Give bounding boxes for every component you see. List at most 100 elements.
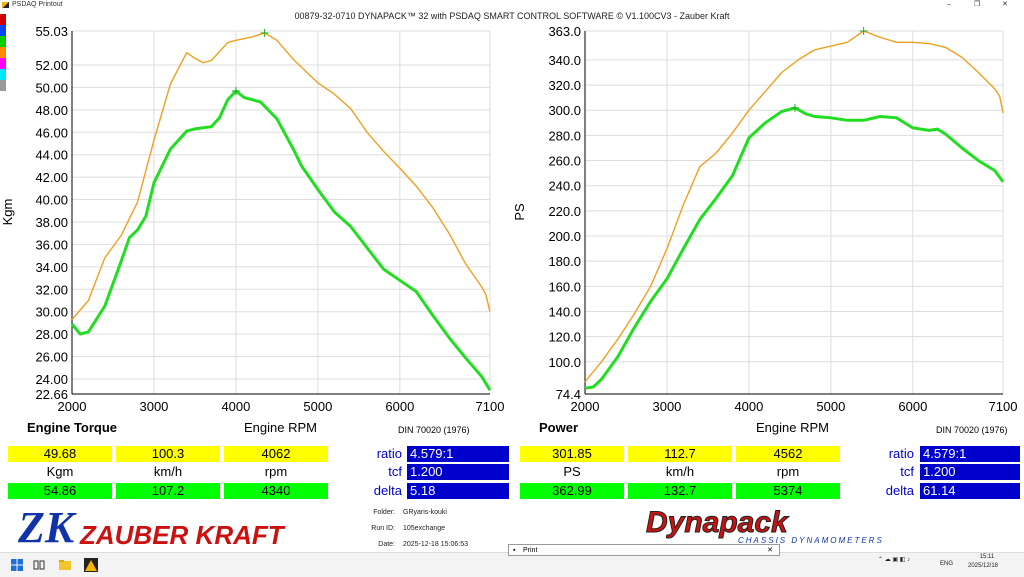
zauber-logo-text: ZAUBER KRAFT	[79, 520, 286, 550]
x-tick-label-3: 5000	[816, 399, 845, 414]
power-max-value: 362.99	[520, 483, 624, 499]
y-tick-label-13: 28.00	[35, 327, 68, 342]
run-swatch-1[interactable]	[0, 25, 6, 36]
run-swatch-0[interactable]	[0, 14, 6, 25]
torque-delta-label: delta	[373, 483, 402, 498]
y-tick-label-2: 50.00	[35, 80, 68, 95]
print-window-close-button[interactable]: ✕	[767, 547, 773, 554]
y-tick-label-7: 40.00	[35, 193, 68, 208]
folder-value: GRyaris-kouki	[403, 509, 447, 516]
y-tick-label-12: 30.00	[35, 305, 68, 320]
series-line-0	[584, 30, 1004, 383]
run-id-label: Run ID:	[371, 525, 395, 532]
power-delta-label: delta	[885, 483, 914, 498]
date-value: 2025-12-18 15:06:53	[403, 541, 468, 548]
torque-tcf-value: 1.200	[407, 464, 509, 480]
y-tick-label-6: 42.00	[35, 170, 68, 185]
psdaq-taskbar-icon[interactable]	[84, 558, 98, 572]
power-din-standard: DIN 70020 (1976)	[936, 425, 1008, 435]
series-line-1	[70, 89, 492, 391]
minimize-button[interactable]: –	[947, 1, 952, 8]
y-tick-label-1: 340.0	[548, 53, 581, 68]
torque-din-standard: DIN 70020 (1976)	[398, 425, 470, 435]
run-color-swatches[interactable]	[0, 14, 6, 91]
print-window[interactable]: ▪ Print ✕	[508, 544, 780, 556]
app-icon	[2, 2, 9, 8]
y-tick-label-3: 48.00	[35, 103, 68, 118]
x-tick-label-2: 4000	[221, 399, 250, 414]
report-header: 00879-32-0710 DYNAPACK™ 32 with PSDAQ SM…	[294, 11, 730, 21]
y-tick-label-9: 180.0	[548, 254, 581, 269]
torque-x-axis-title: Engine RPM	[244, 420, 317, 435]
x-tick-label-0: 2000	[58, 399, 87, 414]
y-tick-label-5: 260.0	[548, 154, 581, 169]
power-speed-value: 112.7	[628, 446, 732, 462]
torque-max-speed-value: 107.2	[116, 483, 220, 499]
series-line-1	[584, 106, 1005, 390]
power-value: 301.85	[520, 446, 624, 462]
torque-speed-unit: km/h	[153, 464, 183, 479]
run-id-row: Run ID: 105exchange	[350, 525, 445, 532]
y-axis-label: Kgm	[0, 199, 15, 226]
x-tick-label-2: 4000	[734, 399, 763, 414]
torque-max-rpm-value: 4340	[224, 483, 328, 499]
tray-icons[interactable]: ⌃ ☁ ▣ ◧ ♪	[878, 557, 911, 563]
windows-start-icon[interactable]	[10, 558, 24, 572]
power-rpm-value: 4562	[736, 446, 840, 462]
print-window-title: Print	[523, 547, 538, 554]
y-tick-label-11: 32.00	[35, 282, 68, 297]
clock-date[interactable]: 2025/12/18	[967, 563, 999, 569]
y-tick-label-8: 38.00	[35, 215, 68, 230]
y-tick-label-14: 26.00	[35, 350, 68, 365]
y-tick-label-11: 140.0	[548, 304, 581, 319]
y-tick-label-8: 200.0	[548, 229, 581, 244]
dynapack-logo-text: Dynapack	[646, 507, 789, 539]
run-swatch-4[interactable]	[0, 58, 6, 69]
y-tick-label-0: 363.0	[548, 24, 581, 39]
x-tick-label-4: 6000	[898, 399, 927, 414]
zk-logo-mark: ZK	[17, 504, 77, 550]
power-tcf-label: tcf	[900, 464, 914, 479]
clock-time[interactable]: 15:11	[979, 554, 995, 560]
date-label: Date:	[378, 541, 395, 548]
y-tick-label-10: 34.00	[35, 260, 68, 275]
torque-tcf-label: tcf	[388, 464, 402, 479]
torque-ratio-value: 4.579:1	[407, 446, 509, 462]
torque-chart: 55.03 52.00 50.00 48.00 46.00 44.00 42.00 40.00…	[0, 24, 505, 414]
y-tick-label-3: 300.0	[548, 103, 581, 118]
run-swatch-5[interactable]	[0, 69, 6, 80]
torque-section-label: Engine Torque	[27, 420, 118, 435]
folder-label: Folder:	[373, 509, 395, 516]
x-tick-label-5: 7100	[476, 399, 505, 414]
torque-unit: Kgm	[46, 464, 74, 479]
y-tick-label-7: 220.0	[548, 204, 581, 219]
run-swatch-6[interactable]	[0, 80, 6, 91]
y-tick-label-1: 52.00	[35, 58, 68, 73]
torque-ratio-label: ratio	[376, 446, 402, 461]
power-ratio-label: ratio	[888, 446, 914, 461]
date-row: Date: 2025-12-18 15:06:53	[350, 541, 468, 548]
power-ratio-value: 4.579:1	[920, 446, 1020, 462]
y-tick-label-13: 100.0	[548, 355, 581, 370]
power-unit: PS	[563, 464, 581, 479]
file-explorer-icon[interactable]	[58, 558, 72, 572]
series-line-0	[71, 32, 491, 320]
run-swatch-3[interactable]	[0, 47, 6, 58]
run-id-value: 105exchange	[403, 525, 446, 532]
y-tick-label-5: 44.00	[35, 148, 68, 163]
taskbar: ⌃ ☁ ▣ ◧ ♪ ENG 15:11 2025/12/18	[0, 552, 1024, 577]
y-tick-label-0: 55.03	[35, 24, 68, 39]
zauber-kraft-logo: ZK ZAUBER KRAFT	[17, 504, 286, 550]
task-view-icon[interactable]	[32, 558, 46, 572]
y-tick-label-12: 120.0	[548, 330, 581, 345]
maximize-button[interactable]: ❐	[973, 1, 981, 8]
y-tick-label-2: 320.0	[548, 78, 581, 93]
dynapack-logo: Dynapack CHASSIS DYNAMOMETERS	[646, 507, 884, 545]
x-tick-label-1: 3000	[139, 399, 168, 414]
run-swatch-2[interactable]	[0, 36, 6, 47]
language-indicator[interactable]: ENG	[940, 561, 954, 567]
close-button[interactable]: ✕	[1002, 1, 1008, 8]
dynapack-logo-subtitle: CHASSIS DYNAMOMETERS	[738, 536, 884, 545]
torque-max-value: 54.86	[8, 483, 112, 499]
y-tick-label-4: 46.00	[35, 125, 68, 140]
